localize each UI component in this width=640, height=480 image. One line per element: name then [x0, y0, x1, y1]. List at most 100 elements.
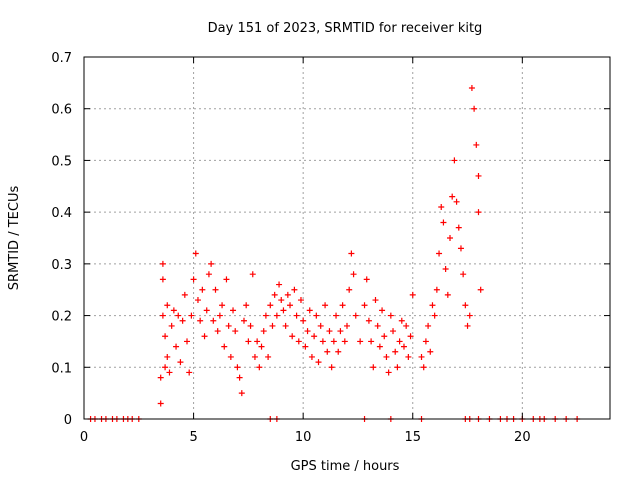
data-point: [188, 312, 195, 319]
y-tick-label: 0.4: [51, 206, 72, 221]
y-tick-label: 0.3: [51, 258, 72, 273]
data-point: [350, 271, 357, 278]
data-point: [376, 343, 383, 350]
data-point: [409, 291, 416, 298]
data-point: [418, 353, 425, 360]
data-point: [322, 302, 329, 309]
y-tick-label: 0.6: [51, 103, 72, 118]
data-point: [438, 203, 445, 210]
x-tick-label: 0: [80, 430, 88, 445]
data-point: [365, 317, 372, 324]
data-point: [295, 338, 302, 345]
data-point: [287, 302, 294, 309]
data-point: [232, 328, 239, 335]
data-point: [449, 193, 456, 200]
data-point: [348, 250, 355, 257]
data-point: [400, 343, 407, 350]
data-point: [227, 353, 234, 360]
data-point: [280, 307, 287, 314]
data-point: [203, 307, 210, 314]
data-point: [197, 317, 204, 324]
data-point: [468, 85, 475, 92]
data-point: [341, 338, 348, 345]
data-point: [403, 322, 410, 329]
data-point: [475, 172, 482, 179]
data-point: [291, 286, 298, 293]
data-point: [269, 322, 276, 329]
data-point: [444, 291, 451, 298]
data-point: [387, 312, 394, 319]
data-point: [164, 302, 171, 309]
data-point: [436, 250, 443, 257]
y-axis-label: SRMTID / TECUs: [7, 186, 22, 291]
chart-title: Day 151 of 2023, SRMTID for receiver kit…: [208, 21, 483, 36]
data-point: [243, 302, 250, 309]
data-point: [159, 260, 166, 267]
data-point: [159, 276, 166, 283]
data-point: [271, 291, 278, 298]
data-point: [361, 302, 368, 309]
data-point: [205, 271, 212, 278]
data-point: [337, 328, 344, 335]
data-point: [181, 291, 188, 298]
data-point: [168, 322, 175, 329]
data-point: [390, 328, 397, 335]
data-point: [175, 312, 182, 319]
data-point: [249, 271, 256, 278]
data-point: [475, 209, 482, 216]
data-point: [433, 286, 440, 293]
data-point: [273, 312, 280, 319]
data-point: [471, 105, 478, 112]
x-tick-label: 20: [514, 430, 531, 445]
data-point: [238, 390, 245, 397]
data-point: [251, 353, 258, 360]
data-point: [184, 338, 191, 345]
data-point: [440, 219, 447, 226]
data-point: [179, 317, 186, 324]
data-point: [258, 343, 265, 350]
x-tick-label: 10: [295, 430, 312, 445]
data-point: [368, 338, 375, 345]
data-point: [447, 235, 454, 241]
data-point: [221, 343, 228, 350]
data-point: [464, 322, 471, 329]
data-point: [260, 328, 267, 335]
data-point: [431, 312, 438, 319]
y-tick-label: 0.5: [51, 154, 72, 169]
data-point: [162, 333, 169, 340]
data-point: [282, 322, 289, 329]
data-point: [420, 364, 427, 371]
data-point: [442, 266, 449, 273]
data-point: [324, 348, 331, 355]
data-point: [210, 317, 217, 324]
data-point: [177, 359, 184, 366]
data-point: [326, 328, 333, 335]
data-point: [157, 374, 164, 381]
data-point: [335, 348, 342, 355]
data-point: [157, 400, 164, 407]
data-point: [267, 302, 274, 309]
data-point: [405, 353, 412, 360]
data-point: [427, 348, 434, 355]
data-point: [306, 307, 313, 314]
data-point: [212, 286, 219, 293]
data-point: [284, 291, 291, 298]
data-point: [162, 364, 169, 371]
data-point: [385, 369, 392, 376]
data-point: [300, 317, 307, 324]
data-point: [333, 312, 340, 319]
data-point: [372, 297, 379, 304]
data-point: [225, 322, 232, 329]
data-point: [313, 312, 320, 319]
data-point: [374, 322, 381, 329]
data-point: [304, 328, 311, 335]
data-point: [240, 317, 247, 324]
data-point: [407, 333, 414, 340]
y-tick-label: 0.1: [51, 361, 72, 376]
data-point: [223, 276, 230, 283]
data-point: [214, 328, 221, 335]
y-tick-label: 0.7: [51, 51, 72, 66]
data-point: [466, 312, 473, 319]
x-tick-label: 15: [404, 430, 421, 445]
